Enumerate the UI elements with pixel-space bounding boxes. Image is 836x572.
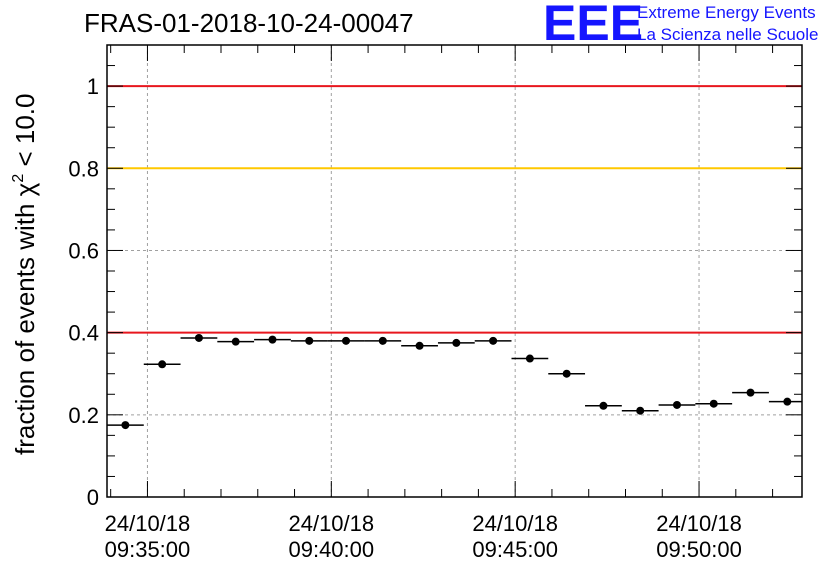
tick-labels: 00.20.40.60.8124/10/1809:35:0024/10/1809…: [68, 74, 741, 562]
data-point: [732, 388, 769, 397]
y-tick-label: 0.4: [68, 321, 99, 346]
data-point: [180, 333, 218, 342]
point-marker: [599, 401, 608, 410]
point-marker: [746, 388, 755, 397]
logo-line-1: Extreme Energy Events: [637, 3, 816, 22]
data-point: [511, 354, 549, 363]
data-point: [621, 406, 659, 415]
axes: [106, 44, 803, 498]
point-marker: [489, 336, 498, 345]
point-marker: [121, 421, 130, 430]
logo-line-2: La Scienza nelle Scuole: [637, 25, 818, 44]
point-marker: [452, 338, 461, 347]
point-marker: [378, 336, 387, 345]
data-point: [217, 337, 255, 346]
data-points: [107, 333, 802, 430]
data-point: [327, 336, 365, 345]
y-axis-label-prefix: fraction of events with: [10, 196, 40, 455]
x-tick-label-date: 24/10/18: [288, 511, 374, 536]
data-point: [290, 336, 328, 345]
y-tick-label: 1: [87, 74, 99, 99]
point-marker: [268, 335, 277, 344]
logo-letters: EEE: [543, 0, 643, 51]
chart-title: FRAS-01-2018-10-24-00047: [84, 8, 414, 38]
data-point: [474, 336, 512, 345]
point-marker: [158, 360, 167, 369]
data-point: [548, 369, 586, 378]
point-marker: [672, 400, 681, 409]
y-tick-label: 0.6: [68, 238, 99, 263]
y-axis-label-sup: 2: [10, 174, 27, 183]
data-point: [695, 399, 733, 408]
y-tick-label: 0.2: [68, 403, 99, 428]
y-tick-label: 0: [87, 485, 99, 510]
x-tick-label-time: 09:40:00: [288, 537, 374, 562]
x-tick-label-time: 09:45:00: [472, 537, 558, 562]
point-marker: [342, 336, 351, 345]
data-point: [401, 341, 438, 350]
y-axis-label-chi: χ: [10, 182, 40, 196]
point-marker: [562, 369, 571, 378]
point-marker: [525, 354, 534, 363]
point-marker: [231, 337, 240, 346]
grid: [107, 45, 802, 497]
reference-lines: [107, 85, 802, 334]
x-tick-label-date: 24/10/18: [105, 511, 191, 536]
x-tick-label-time: 09:35:00: [105, 537, 191, 562]
eee-logo: EEE Extreme Energy Events La Scienza nel…: [543, 0, 818, 51]
point-marker: [415, 341, 424, 350]
x-tick-label-date: 24/10/18: [656, 511, 742, 536]
y-axis-label: fraction of events with χ2 < 10.0: [10, 94, 40, 455]
y-tick-label: 0.8: [68, 156, 99, 181]
data-point: [585, 401, 622, 410]
plot-frame: [106, 44, 803, 498]
data-point: [658, 400, 696, 409]
point-marker: [194, 333, 203, 342]
data-point: [143, 360, 181, 369]
y-axis-label-suffix: < 10.0: [10, 94, 40, 174]
data-point: [437, 338, 475, 347]
point-marker: [709, 399, 718, 408]
point-marker: [636, 406, 645, 415]
data-point: [254, 335, 291, 344]
point-marker: [305, 336, 314, 345]
data-point: [364, 336, 402, 345]
data-point: [768, 397, 802, 406]
point-marker: [783, 397, 792, 406]
data-point: [107, 421, 144, 430]
x-tick-label-date: 24/10/18: [472, 511, 558, 536]
x-tick-label-time: 09:50:00: [656, 537, 742, 562]
